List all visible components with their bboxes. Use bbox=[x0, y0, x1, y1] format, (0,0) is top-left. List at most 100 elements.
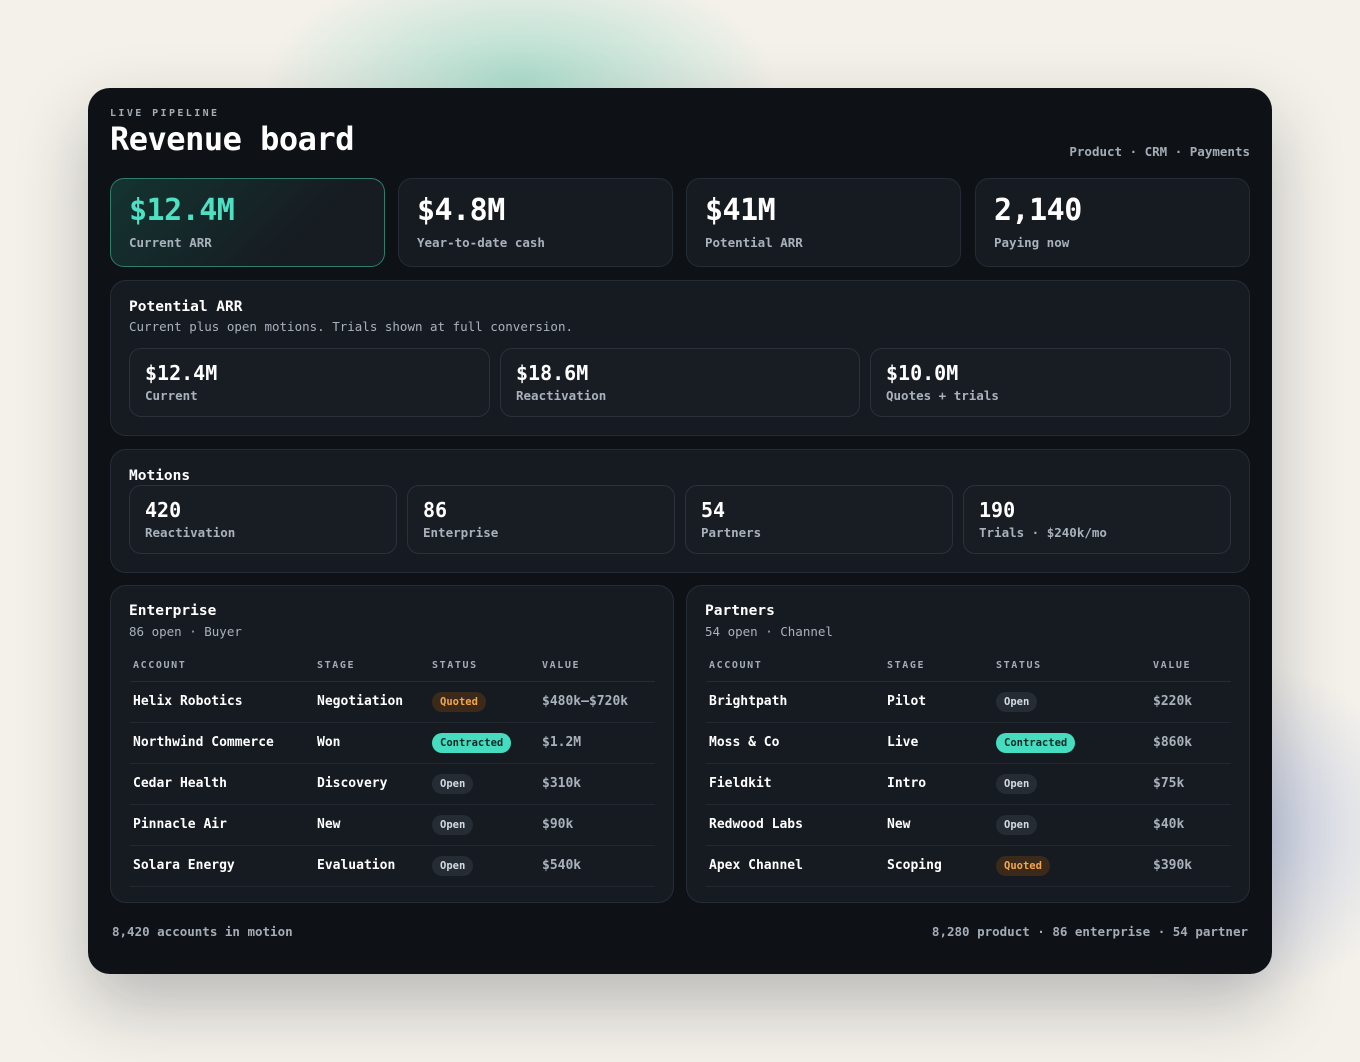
column-header-stage[interactable]: STAGE bbox=[884, 651, 993, 682]
stage-cell: New bbox=[314, 804, 429, 846]
kpi-card-paying-now[interactable]: 2,140 Paying now bbox=[975, 178, 1250, 267]
revenue-board-window: LIVE PIPELINE Revenue board Product · CR… bbox=[88, 88, 1272, 974]
partners-panel: Partners 54 open · Channel ACCOUNT STAGE… bbox=[686, 585, 1250, 903]
status-cell: Open bbox=[429, 804, 539, 846]
column-header-value[interactable]: VALUE bbox=[1150, 651, 1231, 682]
partners-table: ACCOUNT STAGE STATUS VALUE Brightpath Pi… bbox=[706, 651, 1231, 887]
panel-title: Potential ARR bbox=[129, 299, 243, 315]
column-header-status[interactable]: STATUS bbox=[429, 651, 539, 682]
card-label: Reactivation bbox=[516, 388, 607, 403]
kpi-card-potential-arr[interactable]: $41M Potential ARR bbox=[686, 178, 961, 267]
value-cell: $1.2M bbox=[539, 722, 655, 764]
status-cell: Open bbox=[429, 845, 539, 887]
status-cell: Quoted bbox=[429, 681, 539, 723]
column-header-account[interactable]: ACCOUNT bbox=[130, 651, 314, 682]
table-row[interactable]: Brightpath Pilot Open $220k bbox=[706, 681, 1231, 723]
footer-breakdown: 8,280 product · 86 enterprise · 54 partn… bbox=[931, 924, 1248, 939]
kpi-label: Potential ARR bbox=[705, 235, 803, 250]
account-cell: Redwood Labs bbox=[706, 804, 884, 846]
kpi-value: $41M bbox=[705, 193, 776, 228]
kpi-value: 2,140 bbox=[994, 193, 1082, 228]
eyebrow-label: LIVE PIPELINE bbox=[110, 108, 220, 119]
status-badge: Open bbox=[996, 691, 1038, 712]
kpi-card-current-arr[interactable]: $12.4M Current ARR bbox=[110, 178, 385, 267]
kpi-card-ytd-cash[interactable]: $4.8M Year-to-date cash bbox=[398, 178, 673, 267]
motion-card-partners[interactable]: 54 Partners bbox=[685, 485, 953, 554]
card-label: Reactivation bbox=[145, 525, 236, 540]
table-row[interactable]: Helix Robotics Negotiation Quoted $480k–… bbox=[130, 681, 655, 723]
table-row[interactable]: Solara Energy Evaluation Open $540k bbox=[130, 845, 655, 887]
value-cell: $860k bbox=[1150, 722, 1231, 764]
potential-card-quotes-trials[interactable]: $10.0M Quotes + trials bbox=[870, 348, 1231, 417]
value-cell: $220k bbox=[1150, 681, 1231, 723]
value-cell: $40k bbox=[1150, 804, 1231, 846]
panel-title: Enterprise bbox=[129, 603, 217, 619]
stage-cell: New bbox=[884, 804, 993, 846]
status-badge: Open bbox=[432, 814, 474, 835]
panel-title: Partners bbox=[705, 603, 775, 619]
stage-cell: Negotiation bbox=[314, 681, 429, 723]
status-cell: Quoted bbox=[993, 845, 1150, 887]
column-header-stage[interactable]: STAGE bbox=[314, 651, 429, 682]
column-header-account[interactable]: ACCOUNT bbox=[706, 651, 884, 682]
status-cell: Open bbox=[993, 804, 1150, 846]
card-value: $12.4M bbox=[145, 361, 218, 385]
panel-subtitle: 54 open · Channel bbox=[705, 624, 833, 639]
panel-subtitle: 86 open · Buyer bbox=[129, 624, 242, 639]
motion-card-enterprise[interactable]: 86 Enterprise bbox=[407, 485, 675, 554]
account-cell: Helix Robotics bbox=[130, 681, 314, 723]
potential-arr-panel: Potential ARR Current plus open motions.… bbox=[110, 280, 1250, 436]
motion-card-reactivation[interactable]: 420 Reactivation bbox=[129, 485, 397, 554]
status-cell: Open bbox=[993, 763, 1150, 805]
stage-cell: Discovery bbox=[314, 763, 429, 805]
card-value: 420 bbox=[145, 498, 182, 522]
account-cell: Brightpath bbox=[706, 681, 884, 723]
card-label: Current bbox=[145, 388, 198, 403]
stage-cell: Evaluation bbox=[314, 845, 429, 887]
stage-cell: Scoping bbox=[884, 845, 993, 887]
value-cell: $75k bbox=[1150, 763, 1231, 805]
account-cell: Cedar Health bbox=[130, 763, 314, 805]
table-row[interactable]: Redwood Labs New Open $40k bbox=[706, 804, 1231, 846]
potential-card-current[interactable]: $12.4M Current bbox=[129, 348, 490, 417]
enterprise-table: ACCOUNT STAGE STATUS VALUE Helix Robotic… bbox=[130, 651, 655, 887]
table-row[interactable]: Pinnacle Air New Open $90k bbox=[130, 804, 655, 846]
kpi-row: $12.4M Current ARR $4.8M Year-to-date ca… bbox=[110, 178, 1250, 267]
card-label: Trials · $240k/mo bbox=[979, 525, 1107, 540]
stage-cell: Pilot bbox=[884, 681, 993, 723]
table-row[interactable]: Northwind Commerce Won Contracted $1.2M bbox=[130, 722, 655, 764]
column-header-status[interactable]: STATUS bbox=[993, 651, 1150, 682]
footer-summary: 8,420 accounts in motion bbox=[112, 924, 293, 939]
status-badge: Open bbox=[996, 773, 1038, 794]
stage-cell: Won bbox=[314, 722, 429, 764]
table-row[interactable]: Cedar Health Discovery Open $310k bbox=[130, 763, 655, 805]
kpi-label: Year-to-date cash bbox=[417, 235, 545, 250]
kpi-value: $12.4M bbox=[129, 193, 235, 228]
stage-cell: Live bbox=[884, 722, 993, 764]
table-header-row: ACCOUNT STAGE STATUS VALUE bbox=[706, 651, 1231, 682]
column-header-value[interactable]: VALUE bbox=[539, 651, 655, 682]
value-cell: $90k bbox=[539, 804, 655, 846]
table-row[interactable]: Fieldkit Intro Open $75k bbox=[706, 763, 1231, 805]
potential-card-reactivation[interactable]: $18.6M Reactivation bbox=[500, 348, 860, 417]
value-cell: $390k bbox=[1150, 845, 1231, 887]
table-row[interactable]: Apex Channel Scoping Quoted $390k bbox=[706, 845, 1231, 887]
value-cell: $480k–$720k bbox=[539, 681, 655, 723]
card-value: 190 bbox=[979, 498, 1016, 522]
enterprise-panel: Enterprise 86 open · Buyer ACCOUNT STAGE… bbox=[110, 585, 674, 903]
status-cell: Contracted bbox=[993, 722, 1150, 764]
motions-panel: Motions 420 Reactivation 86 Enterprise 5… bbox=[110, 449, 1250, 573]
status-badge: Quoted bbox=[996, 855, 1050, 876]
table-header-row: ACCOUNT STAGE STATUS VALUE bbox=[130, 651, 655, 682]
card-label: Enterprise bbox=[423, 525, 499, 540]
motion-card-trials[interactable]: 190 Trials · $240k/mo bbox=[963, 485, 1231, 554]
status-cell: Open bbox=[993, 681, 1150, 723]
kpi-label: Paying now bbox=[994, 235, 1070, 250]
status-badge: Quoted bbox=[432, 691, 486, 712]
status-badge: Contracted bbox=[432, 732, 512, 753]
card-label: Quotes + trials bbox=[886, 388, 999, 403]
table-row[interactable]: Moss & Co Live Contracted $860k bbox=[706, 722, 1231, 764]
stage-cell: Intro bbox=[884, 763, 993, 805]
status-badge: Contracted bbox=[996, 732, 1076, 753]
kpi-label: Current ARR bbox=[129, 235, 212, 250]
